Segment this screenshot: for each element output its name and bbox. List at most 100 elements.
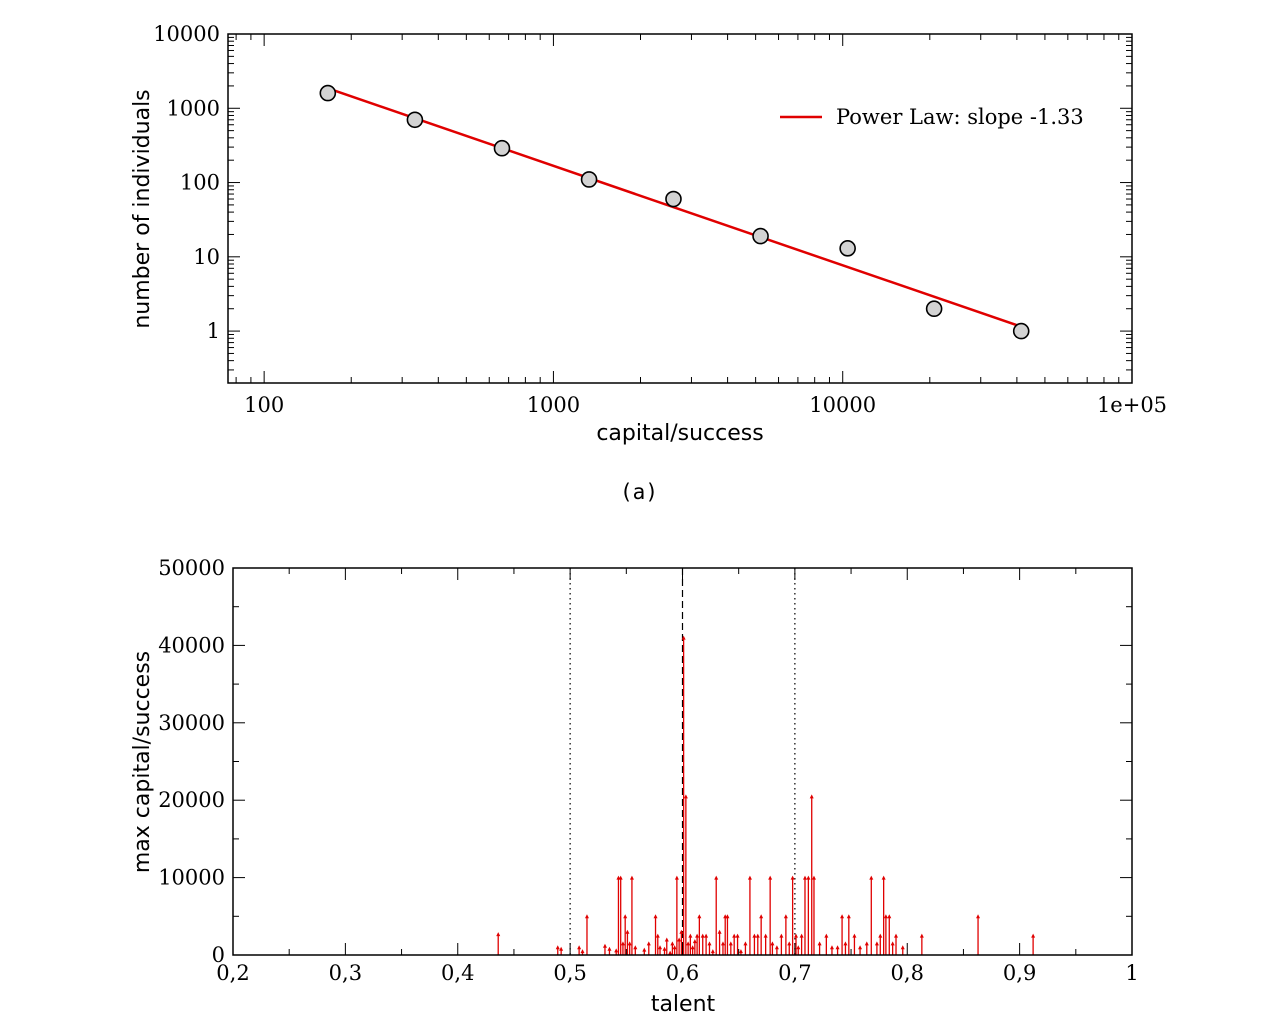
chart-b-bar-marker xyxy=(759,914,764,919)
chart-b-x-tick-labels: 0,2 0,3 0,4 0,5 0,6 0,7 0,8 0,9 1 xyxy=(216,961,1138,985)
chart-b-bar-marker xyxy=(770,941,775,946)
chart-b-bar-marker xyxy=(658,945,663,950)
chart-b-bar-marker xyxy=(874,941,879,946)
chart-a-point xyxy=(752,227,769,245)
chart-b-bar-marker xyxy=(752,933,757,938)
chart-b-y-tick-label: 40000 xyxy=(158,633,225,657)
chart-a-points xyxy=(319,84,1030,340)
chart-b-x-axis-label: talent xyxy=(651,992,716,1013)
chart-b-bar-marker xyxy=(783,914,788,919)
chart-b-bar-marker xyxy=(653,914,658,919)
chart-b-bar-marker xyxy=(690,945,695,950)
chart-b-bar-marker xyxy=(679,929,684,934)
chart-b-reference-lines xyxy=(569,568,796,955)
chart-b-x-tick-label: 0,9 xyxy=(1003,961,1036,985)
chart-b-y-tick-label: 30000 xyxy=(158,711,225,735)
chart-b-bar-marker xyxy=(668,950,673,955)
chart-b-bar-marker xyxy=(607,946,612,951)
chart-b: 0,2 0,3 0,4 0,5 0,6 0,7 0,8 0,9 1 0 10000 20000 300… xyxy=(130,556,1139,1013)
chart-b-bar-marker xyxy=(843,941,848,946)
chart-b-bar-marker xyxy=(793,933,798,938)
chart-b-bar-marker xyxy=(738,949,743,954)
chart-b-bar-marker xyxy=(890,941,895,946)
chart-b-bar-marker xyxy=(840,914,845,919)
chart-b-bar-marker xyxy=(799,933,804,938)
chart-b-ticks xyxy=(232,567,1133,956)
chart-a-x-tick-label: 10000 xyxy=(809,393,876,417)
chart-a-x-axis-label: capital/success xyxy=(596,421,763,446)
chart-b-bar-marker xyxy=(686,941,691,946)
chart-b-bar-marker xyxy=(697,914,702,919)
chart-b-bar-marker xyxy=(900,945,905,950)
chart-a-point xyxy=(665,190,682,208)
chart-b-bar-marker xyxy=(580,949,585,954)
chart-a-caption: (a) xyxy=(620,480,658,504)
chart-b-bar-marker xyxy=(710,949,715,954)
chart-b-bar-marker xyxy=(677,937,682,942)
chart-b-bar-marker xyxy=(670,941,675,946)
chart-b-bar-marker xyxy=(864,941,869,946)
chart-b-bar-marker xyxy=(704,933,709,938)
chart-b-bar-marker xyxy=(688,933,693,938)
chart-a-x-tick-label: 100 xyxy=(244,393,284,417)
chart-b-bar-marker xyxy=(620,941,625,946)
chart-a-ticks xyxy=(228,33,1133,384)
chart-b-y-tick-label: 0 xyxy=(212,943,225,967)
chart-b-x-tick-label: 0,5 xyxy=(553,961,586,985)
chart-b-bar-marker xyxy=(811,875,816,880)
chart-b-bar-marker xyxy=(627,941,632,946)
chart-b-bar-marker xyxy=(496,932,501,937)
chart-b-bar-marker xyxy=(618,875,623,880)
chart-b-bar-marker xyxy=(802,875,807,880)
chart-a-point xyxy=(839,240,856,257)
chart-b-bar-marker xyxy=(683,794,688,799)
chart-b-x-tick-label: 0,3 xyxy=(329,961,362,985)
chart-a-y-tick-labels: 1 10 100 1000 10000 xyxy=(153,22,220,343)
chart-b-y-axis-label: max capital/success xyxy=(130,651,155,873)
chart-b-bar-marker xyxy=(700,933,705,938)
chart-a-legend: Power Law: slope -1.33 xyxy=(780,105,1084,129)
chart-b-bar-marker xyxy=(817,941,822,946)
chart-b-bar-marker xyxy=(774,945,779,950)
chart-b-bar-marker xyxy=(869,875,874,880)
chart-b-bar-marker xyxy=(655,933,660,938)
chart-a-y-tick-label: 10000 xyxy=(153,22,220,46)
chart-b-bar-marker xyxy=(559,946,564,951)
chart-b-bar-marker xyxy=(919,933,924,938)
chart-b-bar-marker xyxy=(755,933,760,938)
chart-b-bar-marker xyxy=(707,941,712,946)
chart-a-point xyxy=(1012,322,1030,340)
chart-a-y-tick-label: 1000 xyxy=(167,96,220,120)
chart-b-x-tick-label: 0,7 xyxy=(778,961,811,985)
chart-b-bar-marker xyxy=(881,875,886,880)
chart-b-bar-marker xyxy=(779,933,784,938)
chart-b-bar-marker xyxy=(887,914,892,919)
chart-b-bar-marker xyxy=(732,933,737,938)
chart-b-bar-marker xyxy=(835,945,840,950)
chart-b-bar-marker xyxy=(852,933,857,938)
chart-a-y-tick-label: 100 xyxy=(180,171,220,195)
chart-b-bar-marker xyxy=(642,947,647,952)
chart-b-bar-marker xyxy=(614,948,619,953)
chart-b-bar-marker xyxy=(681,635,686,640)
chart-b-bar-marker xyxy=(858,945,863,950)
chart-a-point xyxy=(319,84,337,102)
chart-b-bar-marker xyxy=(747,875,752,880)
chart-b-bar-marker xyxy=(555,945,560,950)
chart-b-x-tick-label: 0,8 xyxy=(891,961,924,985)
chart-b-bar-marker xyxy=(725,914,730,919)
chart-b-bar-marker xyxy=(664,937,669,942)
chart-b-bar-marker xyxy=(806,875,811,880)
chart-b-x-tick-label: 0,6 xyxy=(666,961,699,985)
chart-b-y-tick-label: 20000 xyxy=(158,788,225,812)
chart-b-bar-marker xyxy=(735,933,740,938)
chart-a-y-axis-label: number of individuals xyxy=(130,89,155,328)
chart-b-bar-marker xyxy=(796,945,801,950)
chart-a-x-tick-labels: 100 1000 10000 1e+05 xyxy=(244,393,1167,417)
chart-b-bar-marker xyxy=(768,875,773,880)
chart-b-bar-marker xyxy=(584,914,589,919)
chart-b-bar-marker xyxy=(672,945,677,950)
chart-b-bar-marker xyxy=(976,914,981,919)
chart-b-bar-marker xyxy=(692,939,697,944)
